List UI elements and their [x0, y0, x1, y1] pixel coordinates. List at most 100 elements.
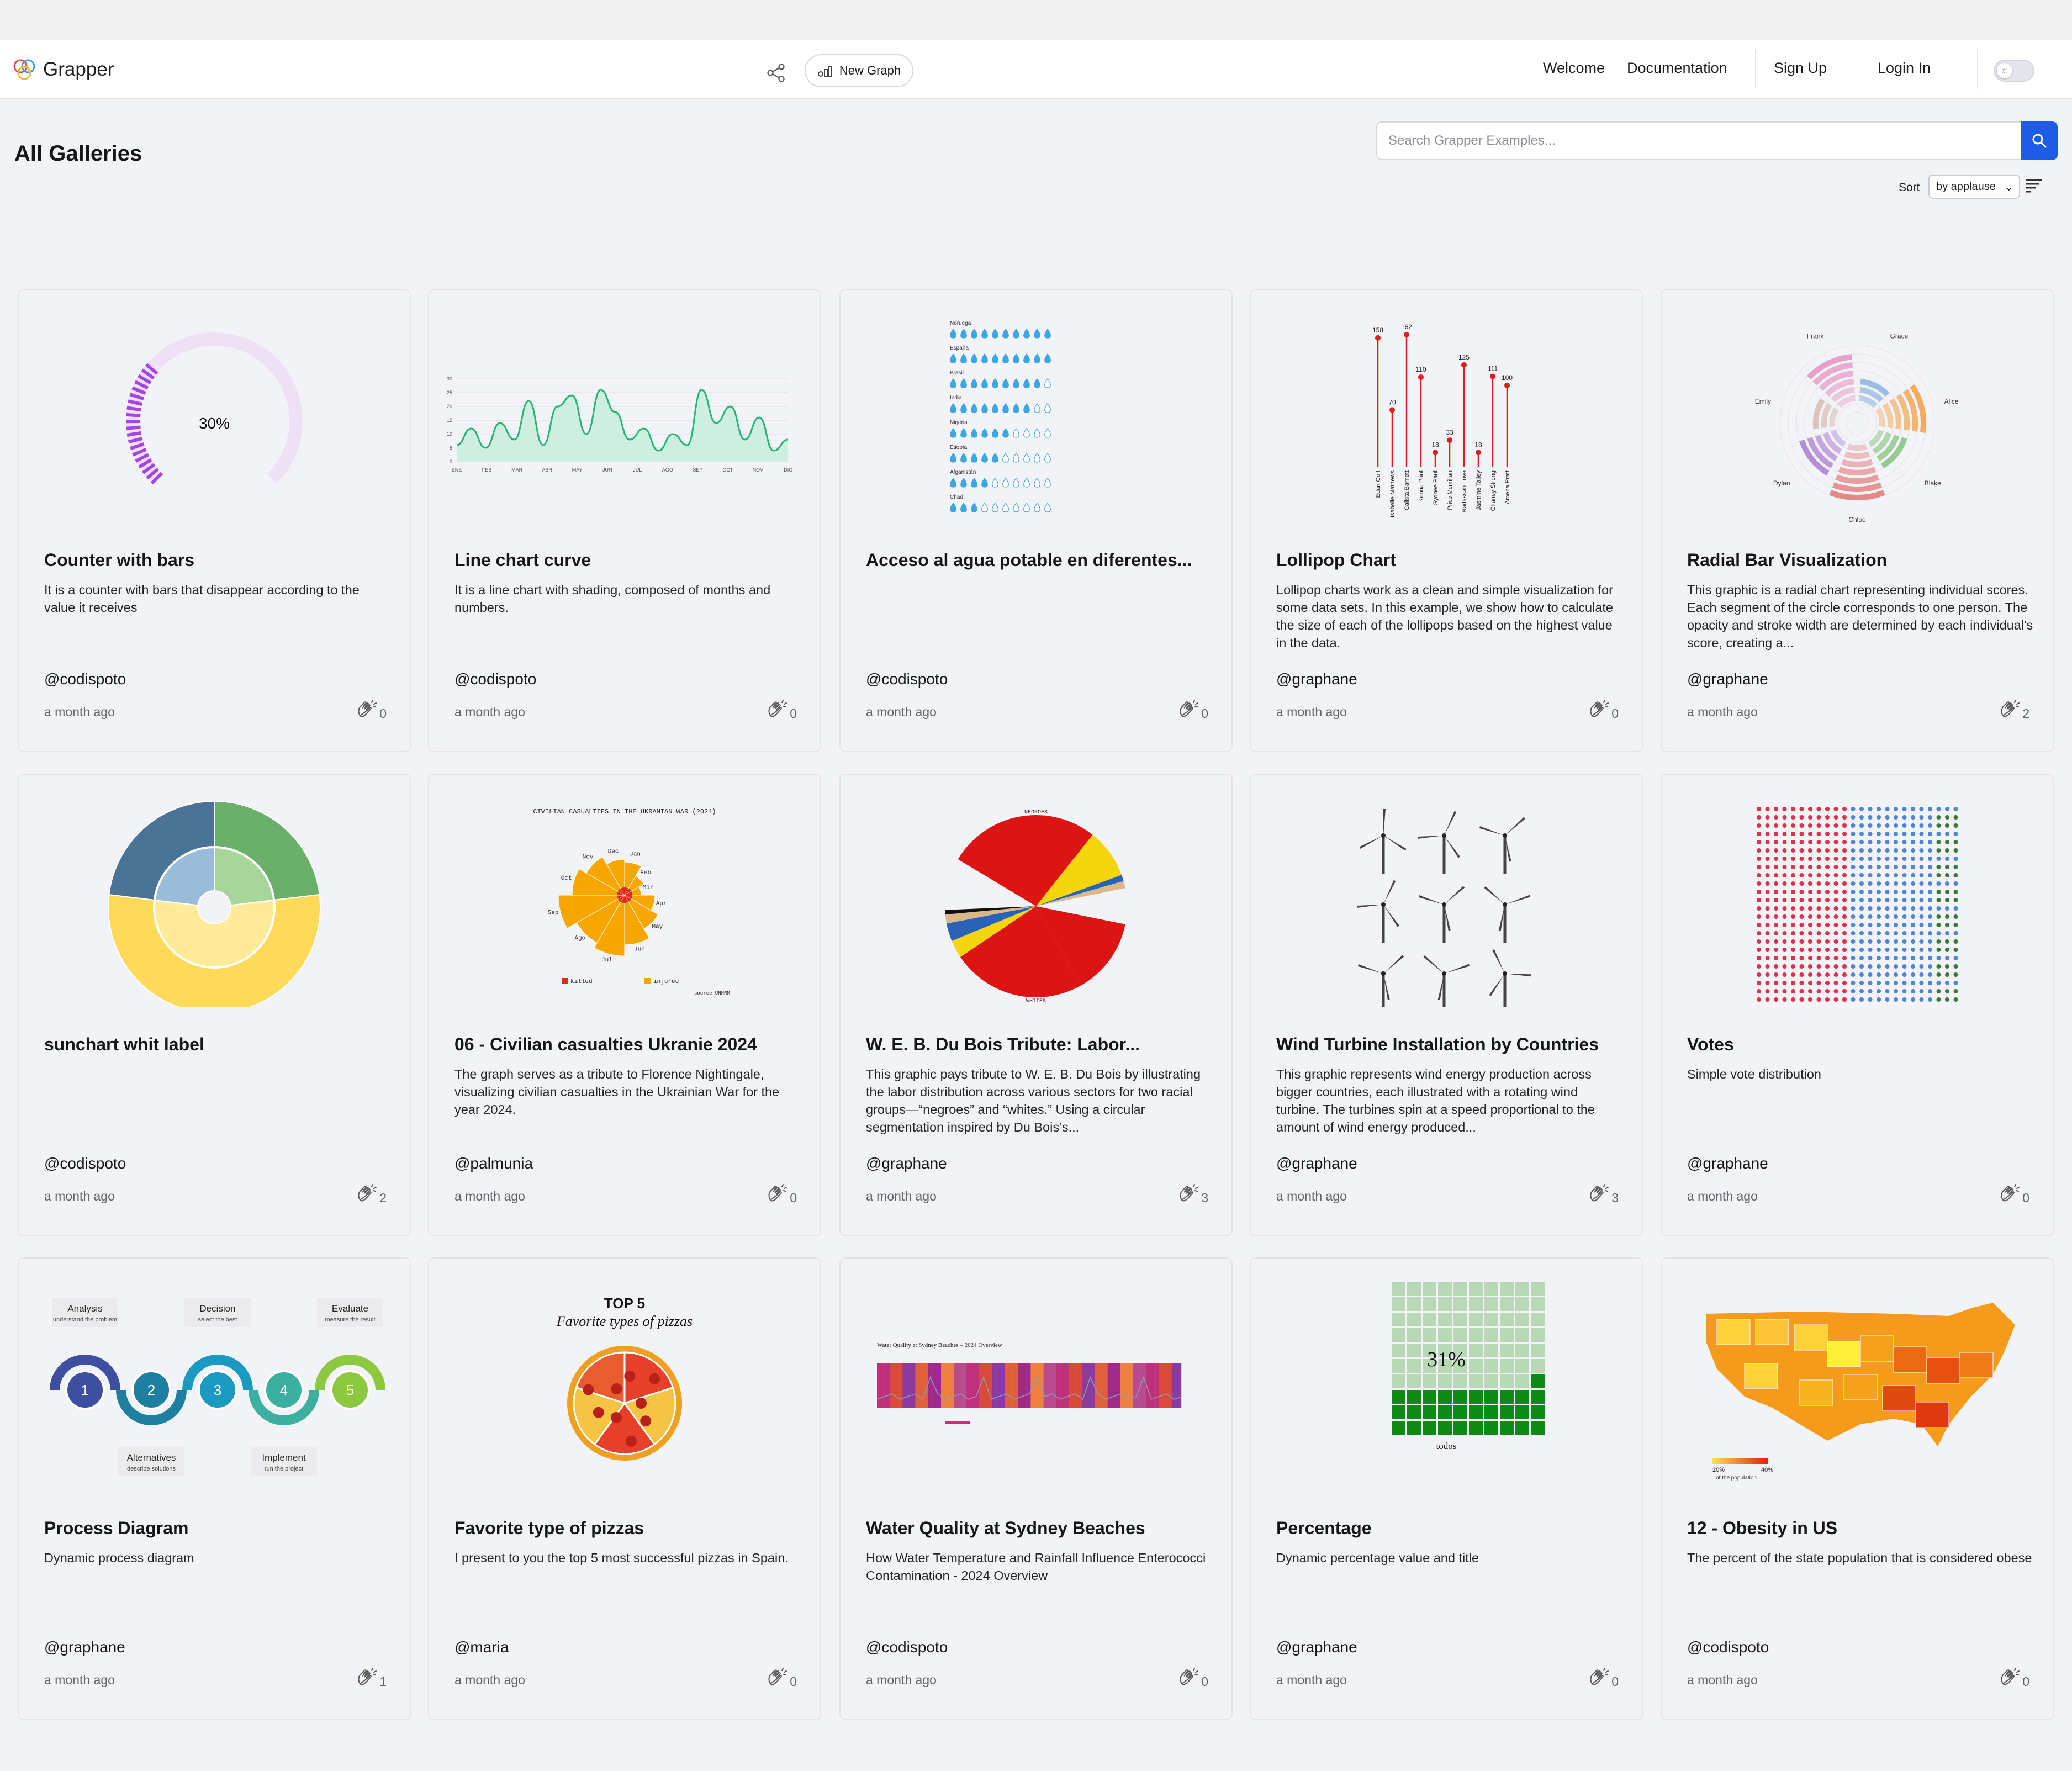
radial-bar [1880, 437, 1907, 469]
gallery-card[interactable]: 30% Counter with bars It is a counter with… [18, 289, 411, 752]
applause-button[interactable]: 0 [355, 699, 387, 721]
heat-stripe [925, 1363, 928, 1408]
share-icon[interactable] [765, 62, 787, 84]
gallery-card[interactable]: 20% 40% of the population 12 - Obesity in U… [1661, 1257, 2054, 1720]
card-title[interactable]: Lollipop Chart [1276, 550, 1396, 570]
card-thumbnail: 158 Edan Goff 70 Isabelle Mathews 162 Calista… [1372, 323, 1513, 517]
card-author[interactable]: @graphane [1687, 670, 1768, 688]
card-author[interactable]: @maria [454, 1638, 509, 1656]
nav-login[interactable]: Login In [1878, 60, 1931, 76]
card-author[interactable]: @codispoto [1687, 1638, 1769, 1656]
sort-select[interactable]: by applause ⌄ [1928, 175, 2020, 199]
search-input[interactable] [1376, 121, 2022, 160]
applause-button[interactable]: 2 [1998, 699, 2029, 721]
gallery-card[interactable]: 30 25 20 15 10 5 0 ENE FEB MAR ABR MAY JUN JUL AGO SEP O… [428, 289, 821, 752]
card-author[interactable]: @graphane [1687, 1155, 1768, 1172]
vote-dot [1877, 865, 1881, 869]
water-drop [1013, 428, 1019, 438]
gallery-card[interactable]: Wind Turbine Installation by Countries Th… [1250, 774, 1643, 1236]
nav-welcome[interactable]: Welcome [1543, 60, 1605, 76]
card-title[interactable]: W. E. B. Du Bois Tribute: Labor... [866, 1034, 1140, 1054]
card-title[interactable]: Counter with bars [44, 550, 195, 570]
card-title[interactable]: Radial Bar Visualization [1687, 550, 1888, 570]
gallery-card[interactable]: CIVILIAN CASUALTIES IN THE UKRANIAN WAR … [428, 774, 821, 1236]
applause-button[interactable]: 0 [765, 699, 797, 721]
applause-count: 0 [790, 706, 797, 721]
card-author[interactable]: @graphane [1276, 1155, 1357, 1172]
vote-dot [1808, 881, 1812, 886]
card-title[interactable]: 06 - Civilian casualties Ukranie 2024 [454, 1034, 757, 1054]
applause-button[interactable]: 0 [765, 1667, 797, 1689]
card-author[interactable]: @codispoto [866, 1638, 948, 1656]
vote-dot [1928, 840, 1932, 844]
applause-button[interactable]: 3 [1587, 1183, 1619, 1206]
heat-stripe [1159, 1363, 1162, 1408]
vote-dot [1902, 848, 1907, 853]
search-button[interactable] [2021, 121, 2058, 160]
vote-dot [1928, 948, 1932, 952]
card-author[interactable]: @graphane [866, 1155, 947, 1172]
card-title[interactable]: Votes [1687, 1034, 1734, 1054]
card-author[interactable]: @codispoto [454, 670, 537, 688]
card-author[interactable]: @graphane [1276, 670, 1357, 688]
applause-button[interactable]: 0 [1587, 699, 1619, 721]
logo[interactable]: Grapper [11, 54, 114, 85]
card-title[interactable]: Acceso al agua potable en diferentes... [866, 550, 1192, 570]
card-author[interactable]: @graphane [44, 1638, 125, 1656]
gallery-card[interactable]: TOP 5 Favorite types of pizzas Favorite ty… [428, 1257, 821, 1720]
gallery-card[interactable]: Water Quality at Sydney Beaches – 2024 O… [839, 1257, 1233, 1720]
applause-button[interactable]: 2 [355, 1183, 387, 1206]
applause-button[interactable]: 0 [765, 1183, 797, 1206]
gallery-card[interactable]: 1 Analysis understand the problem 2 Alternat… [18, 1257, 411, 1720]
card-title[interactable]: Percentage [1276, 1518, 1372, 1538]
card-title[interactable]: Wind Turbine Installation by Countries [1276, 1034, 1599, 1054]
percentage-cell [1484, 1282, 1498, 1296]
vote-dot [1877, 997, 1881, 1002]
gallery-card[interactable]: 158 Edan Goff 70 Isabelle Mathews 162 Calista… [1250, 289, 1643, 752]
applause-button[interactable]: 0 [1177, 1667, 1208, 1689]
sort-direction-icon[interactable] [2025, 177, 2043, 195]
heat-stripe [883, 1363, 887, 1408]
applause-button[interactable]: 0 [1998, 1667, 2029, 1689]
heat-stripe [1063, 1363, 1066, 1408]
gallery-card[interactable]: NEGROES WHITES W. E. B. Du Bois Tribute: L… [839, 774, 1233, 1236]
nav-sign-up[interactable]: Sign Up [1774, 60, 1827, 76]
vote-dot [1868, 906, 1873, 911]
card-title[interactable]: 12 - Obesity in US [1687, 1518, 1838, 1538]
vote-dot [1877, 815, 1881, 820]
gallery-card[interactable]: 31% todos Percentage Dynamic percentage val… [1250, 1257, 1643, 1720]
vote-dot [1808, 815, 1812, 820]
vote-dot [1936, 898, 1941, 902]
nav-documentation[interactable]: Documentation [1627, 60, 1727, 76]
card-title[interactable]: Water Quality at Sydney Beaches [866, 1518, 1145, 1538]
lollipop-name: Chaney Strong [1490, 470, 1497, 511]
vote-dot [1885, 881, 1890, 886]
water-drop [992, 428, 998, 438]
applause-button[interactable]: 0 [1998, 1183, 2029, 1206]
card-author[interactable]: @codispoto [44, 670, 126, 688]
process-number: 2 [147, 1382, 155, 1398]
radial-bar [1822, 432, 1842, 454]
radial-bar [1896, 393, 1910, 431]
theme-toggle[interactable]: ☼ [1994, 60, 2034, 82]
card-author[interactable]: @graphane [1276, 1638, 1357, 1656]
card-title[interactable]: Line chart curve [454, 550, 591, 570]
gallery-card[interactable]: sunchart whit label @codispoto a month ago… [18, 774, 411, 1236]
applause-button[interactable]: 1 [355, 1667, 387, 1689]
vote-dot [1868, 865, 1873, 869]
applause-button[interactable]: 0 [1177, 699, 1208, 721]
card-title[interactable]: Favorite type of pizzas [454, 1518, 644, 1538]
applause-button[interactable]: 0 [1587, 1667, 1619, 1689]
gallery-card[interactable]: Grace Alice Blake Chloe Dylan Emily Frank Radia… [1661, 289, 2054, 752]
card-author[interactable]: @codispoto [44, 1155, 126, 1172]
gallery-card[interactable]: Votes Simple vote distribution @graphane a … [1661, 774, 2054, 1236]
card-title[interactable]: Process Diagram [44, 1518, 189, 1538]
applause-button[interactable]: 3 [1177, 1183, 1208, 1206]
gallery-card[interactable]: Noruega España Brasil India Nigeria Etiopía Af… [839, 289, 1233, 752]
card-author[interactable]: @palmunia [454, 1155, 533, 1172]
vote-dot [1911, 948, 1915, 952]
card-author[interactable]: @codispoto [866, 670, 948, 688]
vote-dot [1799, 807, 1804, 811]
new-graph-button[interactable]: New Graph [805, 54, 913, 87]
card-title[interactable]: sunchart whit label [44, 1034, 204, 1054]
